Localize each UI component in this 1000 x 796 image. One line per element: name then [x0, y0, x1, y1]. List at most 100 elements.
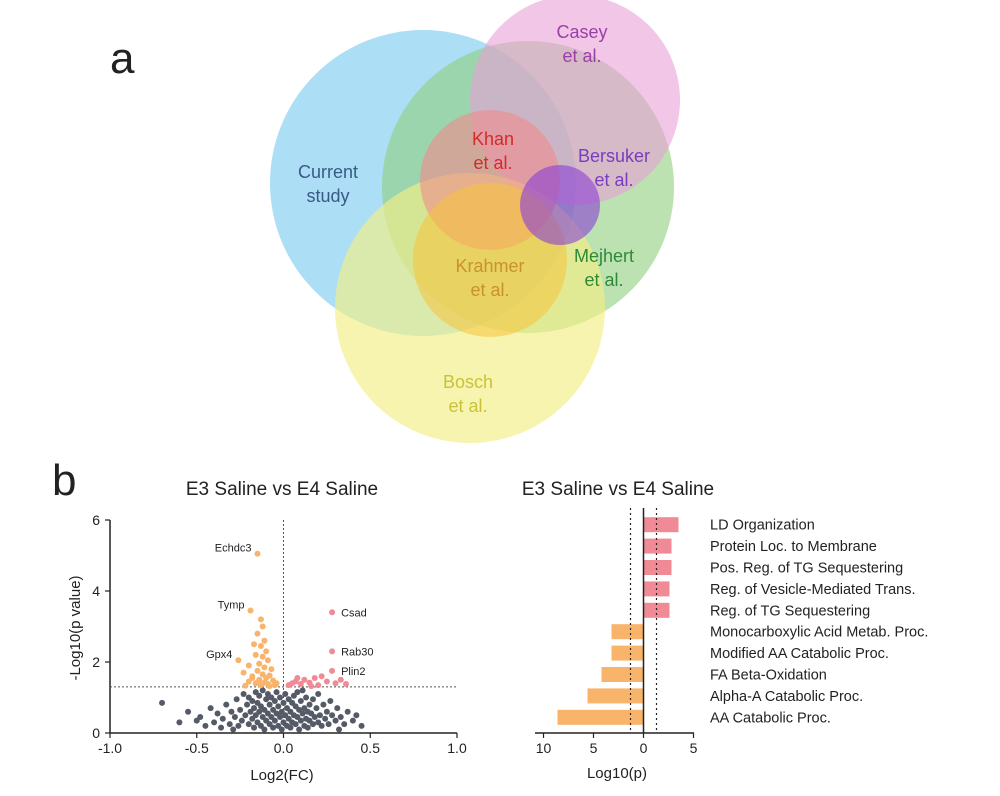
volcano-point-down [254, 667, 261, 674]
bar-up [643, 560, 672, 575]
volcano-point-up [294, 674, 301, 681]
volcano-point-ns [309, 696, 316, 703]
volcano-point-up [297, 681, 304, 688]
volcano-gene-label: Csad [341, 607, 367, 619]
bar-category-label: LD Organization [710, 518, 815, 534]
volcano-x-tick-label: -1.0 [98, 740, 122, 756]
volcano-point-labeled [329, 648, 336, 655]
volcano-point-ns [323, 708, 330, 715]
volcano-point-ns [251, 705, 258, 712]
volcano-point-ns [309, 721, 316, 728]
volcano-point-down [261, 637, 268, 644]
bar-category-label: Modified AA Catabolic Proc. [710, 646, 889, 662]
volcano-point-ns [320, 701, 327, 708]
bar-axes: 10 5 0 5 [535, 508, 698, 756]
volcano-point-ns [273, 689, 280, 696]
volcano-point-ns [297, 698, 304, 705]
volcano-point-ns [297, 717, 304, 724]
panel-a-letter: a [110, 34, 135, 83]
volcano-point-up [318, 673, 325, 680]
volcano-axes: -1.0 -0.5 0.0 0.5 1.0 0 2 4 6 [92, 512, 467, 756]
volcano-point-ns [211, 719, 218, 726]
bar-x-tick-label: 5 [590, 740, 598, 756]
volcano-point-ns [261, 726, 268, 733]
volcano-gene-label: Echdc3 [215, 543, 252, 555]
volcano-point-ns [270, 724, 277, 731]
panel-b-letter: b [52, 456, 77, 505]
bar-title: E3 Saline vs E4 Saline [522, 479, 714, 500]
volcano-point-labeled [247, 607, 254, 614]
venn-label-khan: Khan et al. [472, 129, 514, 173]
volcano-point-up [337, 676, 344, 683]
volcano-point-ns [325, 721, 332, 728]
bar-category-label: Alpha-A Catabolic Proc. [710, 689, 863, 705]
bar-category-label: Monocarboxylic Acid Metab. Proc. [710, 625, 928, 641]
volcano-point-ns [271, 698, 278, 705]
volcano-point-ns [292, 721, 299, 728]
volcano-point-down [266, 683, 273, 690]
volcano-point-ns [334, 705, 341, 712]
volcano-point-down [242, 682, 249, 689]
volcano-point-ns [228, 708, 235, 715]
volcano-point-ns [327, 698, 334, 705]
volcano-gene-labels: Echdc3 Tymp Gpx4 Csad Rab30 Plin2 [206, 543, 373, 678]
venn-label-mejhert: Mejhert et al. [574, 246, 634, 290]
volcano-ylabel: -Log10(p value) [67, 575, 84, 680]
volcano-point-ns [296, 726, 303, 733]
bar-category-label: Protein Loc. to Membrane [710, 539, 877, 555]
volcano-point-ns [311, 714, 318, 721]
venn-label-krahmer: Krahmer et al. [455, 256, 524, 300]
volcano-point-ns [259, 687, 266, 694]
volcano-point-ns [256, 692, 263, 699]
venn-circle-bersuker [520, 165, 600, 245]
bar-x-tick-label: 5 [690, 740, 698, 756]
volcano-point-ns [282, 690, 289, 697]
volcano-point-down [257, 616, 264, 623]
volcano-gene-label: Rab30 [341, 646, 373, 658]
volcano-point-down [245, 662, 252, 669]
volcano-point-down [257, 682, 264, 689]
volcano-point-down [252, 651, 259, 658]
volcano-point-ns [277, 694, 284, 701]
volcano-point-ns [218, 724, 225, 731]
volcano-x-tick-label: 0.0 [274, 740, 294, 756]
volcano-point-ns [349, 717, 356, 724]
volcano-point-ns [358, 722, 365, 729]
volcano-x-tick-label: 0.5 [361, 740, 381, 756]
volcano-point-ns [271, 717, 278, 724]
volcano-point-down [256, 660, 263, 667]
bar-up [643, 538, 672, 554]
volcano-point-ns [306, 701, 313, 708]
volcano-point-ns [238, 717, 245, 724]
bar-down [611, 645, 644, 661]
volcano-point-ns [159, 699, 166, 706]
volcano-point-ns [214, 710, 221, 717]
volcano-point-up [332, 680, 339, 687]
volcano-point-ns [223, 701, 230, 708]
bar-down [587, 688, 644, 704]
volcano-xlabel: Log2(FC) [250, 767, 313, 784]
volcano-point-down [273, 680, 280, 687]
volcano-point-ns [278, 726, 285, 733]
bar-x-tick-label: 10 [536, 740, 552, 756]
volcano-point-up [301, 676, 308, 683]
venn-label-current: Current study [298, 162, 358, 206]
volcano-point-ns [353, 712, 360, 719]
bar-up [643, 517, 679, 533]
volcano-point-ns [322, 715, 329, 722]
volcano-point-ns [240, 690, 247, 697]
volcano-point-ns [277, 714, 284, 721]
volcano-x-tick-label: 1.0 [447, 740, 467, 756]
volcano-point-down [251, 641, 258, 648]
volcano-point-down [263, 648, 270, 655]
venn-label-bosch: Bosch et al. [443, 372, 493, 416]
venn-label-casey: Casey et al. [556, 22, 607, 66]
volcano-points [159, 550, 365, 733]
volcano-point-ns [344, 708, 351, 715]
volcano-point-ns [202, 722, 209, 729]
volcano-point-down [257, 643, 264, 650]
volcano-point-down [264, 657, 271, 664]
volcano-point-ns [235, 722, 242, 729]
volcano-x-tick-label: -0.5 [185, 740, 209, 756]
